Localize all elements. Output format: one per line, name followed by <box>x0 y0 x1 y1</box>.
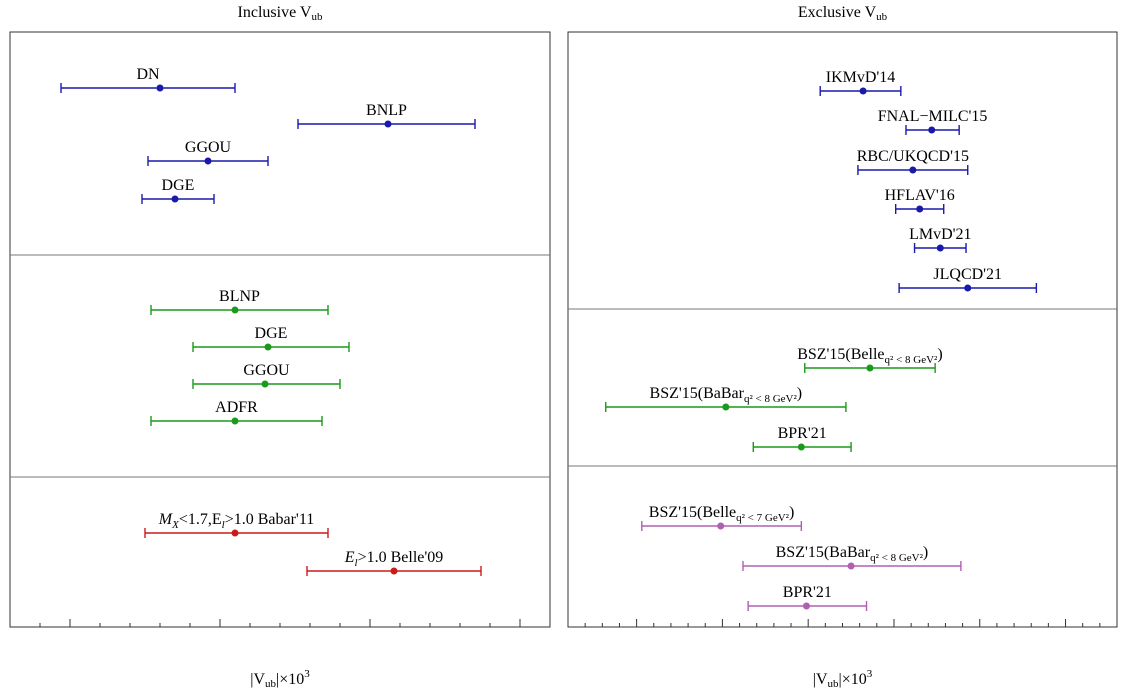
x-axis-label: |Vub|×103 <box>250 668 310 690</box>
chart-0: Inclusive Vub |Vub|×103 DN BNLP GGOU DGE BLNP D… <box>9 4 551 690</box>
point-label: HFLAV'16 <box>885 187 955 204</box>
data-point <box>722 403 730 411</box>
point-label: FNAL−MILC'15 <box>878 108 988 125</box>
data-point <box>231 529 239 537</box>
point-label: BSZ'15(Belleq² < 8 GeV²) <box>797 346 942 366</box>
point-label: DN <box>136 66 160 83</box>
panel-2: BSZ'15(Belleq² < 7 GeV²) BSZ'15(BaBarq² <… <box>641 504 962 611</box>
point-label: GGOU <box>185 139 232 156</box>
point-label: IKMvD'14 <box>826 69 896 86</box>
data-point <box>928 126 936 134</box>
point-label: BPR'21 <box>783 584 832 601</box>
data-point <box>204 157 212 165</box>
point-label: El>1.0 Belle'09 <box>344 549 444 569</box>
data-point <box>390 567 398 575</box>
data-point <box>231 417 239 425</box>
point-label: JLQCD'21 <box>933 266 1002 283</box>
point-label: DGE <box>255 325 288 342</box>
point-label: BLNP <box>219 288 260 305</box>
point-label: BSZ'15(BaBarq² < 8 GeV²) <box>650 385 803 405</box>
point-label: BPR'21 <box>778 425 827 442</box>
x-axis-label: |Vub|×103 <box>813 668 873 690</box>
point-label: LMvD'21 <box>909 226 971 243</box>
panel-0: DN BNLP GGOU DGE <box>60 66 476 204</box>
data-point <box>384 120 392 128</box>
panel-1: BLNP DGE GGOU ADFR <box>150 288 350 426</box>
data-point <box>717 522 725 530</box>
panel-0: IKMvD'14 FNAL−MILC'15 RBC/UKQCD'15 HFLAV'16… <box>819 69 1038 293</box>
data-point <box>231 306 239 314</box>
panel-1: BSZ'15(Belleq² < 8 GeV²) BSZ'15(BaBarq² <… <box>605 346 943 452</box>
data-point <box>847 562 855 570</box>
point-label: BSZ'15(BaBarq² < 8 GeV²) <box>776 544 929 564</box>
data-point <box>261 380 269 388</box>
plot-frame <box>567 31 1118 628</box>
data-point <box>909 166 917 174</box>
point-label: BNLP <box>366 102 407 119</box>
data-point <box>916 205 924 213</box>
data-point <box>936 244 944 252</box>
point-label: BSZ'15(Belleq² < 7 GeV²) <box>649 504 794 524</box>
data-point <box>171 195 179 203</box>
data-point <box>802 602 810 610</box>
chart-title: Exclusive Vub <box>798 4 888 23</box>
point-label: RBC/UKQCD'15 <box>857 148 969 165</box>
data-point <box>797 443 805 451</box>
chart-title: Inclusive Vub <box>238 4 323 23</box>
data-point <box>156 84 164 92</box>
point-label: DGE <box>162 177 195 194</box>
data-point <box>964 284 972 292</box>
panel-2: MX<1.7,El>1.0 Babar'11 El>1.0 Belle'09 <box>144 511 482 576</box>
point-label: ADFR <box>215 399 258 416</box>
data-point <box>859 87 867 95</box>
point-label: GGOU <box>243 362 290 379</box>
point-label: MX<1.7,El>1.0 Babar'11 <box>158 511 314 531</box>
data-point <box>264 343 272 351</box>
chart-1: Exclusive Vub |Vub|×103 IKMvD'14 FNAL−MILC'… <box>567 4 1118 690</box>
data-point <box>866 364 874 372</box>
